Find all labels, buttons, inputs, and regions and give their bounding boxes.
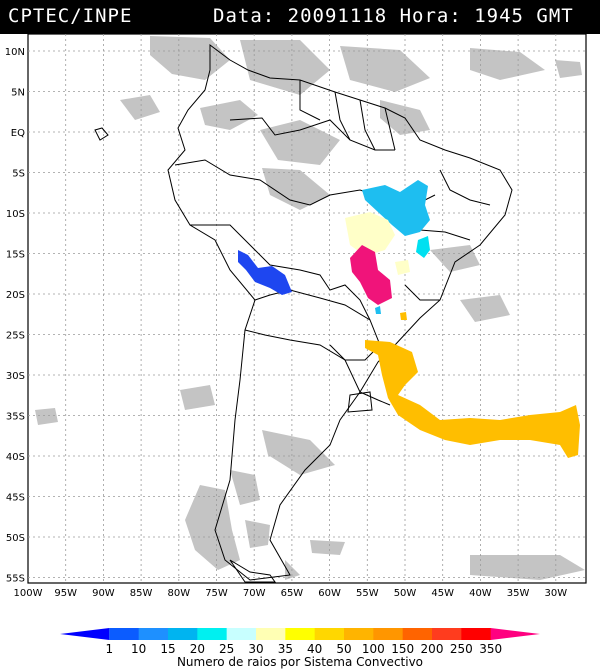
lat-label: 30S	[6, 371, 25, 382]
colorbar-tick-label: 100	[362, 642, 385, 656]
lon-label: 40W	[469, 588, 492, 599]
magenta-system	[350, 245, 392, 305]
lon-label: 60W	[318, 588, 341, 599]
colorbar-tick-label: 15	[160, 642, 175, 656]
colorbar-tick-label: 40	[307, 642, 322, 656]
colorbar-tick-label: 250	[450, 642, 473, 656]
colorbar-tick-label: 20	[190, 642, 205, 656]
lat-label: 10S	[6, 209, 25, 220]
source-title: CPTEC/INPE	[8, 5, 133, 27]
lat-label: 40S	[6, 452, 25, 463]
lon-label: 30W	[544, 588, 567, 599]
colorbar-tick-label: 350	[479, 642, 502, 656]
lon-label: 45W	[431, 588, 454, 599]
lon-label: 50W	[394, 588, 417, 599]
gold-system-small	[400, 312, 407, 320]
colorbar-segment	[197, 628, 228, 640]
cyan-system-east	[416, 236, 430, 258]
colorbar-segment	[226, 628, 257, 640]
colorbar-ticks: 1 10 15 20 25 30 35 40 50 100 150 200 250 350	[106, 642, 503, 656]
colorbar-segment	[461, 628, 492, 640]
colorbar-segment	[168, 628, 198, 640]
lon-label: 90W	[92, 588, 115, 599]
gold-system-south	[365, 340, 580, 458]
colorbar-segment	[109, 628, 140, 640]
colorbar-segment	[373, 628, 404, 640]
latitude-labels: 10N 5N EQ 5S 10S 15S 20S 25S 30S 35S 40S 45S 50S 55S	[5, 47, 25, 585]
lat-label: 5S	[12, 169, 25, 180]
lat-label: 50S	[6, 533, 25, 544]
lon-label: 100W	[14, 588, 43, 599]
title-bar: CPTEC/INPE Data: 20091118 Hora: 1945 GMT	[0, 0, 600, 34]
coordinate-grid	[28, 34, 586, 583]
blue-system-west	[238, 250, 292, 295]
colorbar-segment	[344, 628, 374, 640]
cyan-system-north	[362, 180, 430, 236]
longitude-labels: 100W 95W 90W 85W 80W 75W 70W 65W 60W 55W 50W 45W 40W…	[14, 588, 568, 599]
colorbar-segment	[432, 628, 462, 640]
lat-label: 10N	[5, 47, 25, 58]
colorbar-tick-label: 50	[336, 642, 351, 656]
cream-system-central	[345, 212, 395, 256]
colorbar-segment	[256, 628, 286, 640]
colorbar-segment	[138, 628, 169, 640]
lon-label: 55W	[356, 588, 379, 599]
lon-label: 70W	[243, 588, 266, 599]
lon-label: 35W	[507, 588, 530, 599]
lat-label: 45S	[6, 493, 25, 504]
cream-system-small	[395, 260, 410, 275]
lat-label: 5N	[11, 88, 25, 99]
colorbar-tick-label: 1	[106, 642, 114, 656]
lat-label: 25S	[6, 331, 25, 342]
lon-label: 80W	[167, 588, 190, 599]
colorbar-segment	[285, 628, 316, 640]
colorbar-tick-label: 10	[131, 642, 146, 656]
lon-label: 85W	[130, 588, 153, 599]
colorbar-label: Numero de raios por Sistema Convectivo	[176, 655, 424, 669]
cyan-system-small	[375, 306, 381, 314]
colorbar	[60, 628, 540, 640]
colorbar-tick-label: 150	[391, 642, 414, 656]
colorbar-tick-label: 35	[278, 642, 293, 656]
colorbar-tick-label: 25	[219, 642, 234, 656]
colorbar-segment	[402, 628, 433, 640]
convective-systems	[238, 180, 580, 458]
lon-label: 65W	[281, 588, 304, 599]
colorbar-segment	[314, 628, 345, 640]
lat-label: 55S	[6, 574, 25, 585]
lat-label: 20S	[6, 290, 25, 301]
datetime-title: Data: 20091118 Hora: 1945 GMT	[213, 5, 574, 27]
lat-label: EQ	[11, 128, 25, 139]
lon-label: 75W	[205, 588, 228, 599]
lat-label: 15S	[6, 250, 25, 261]
colorbar-arrow-left	[60, 628, 110, 640]
colorbar-tick-label: 30	[248, 642, 263, 656]
lon-label: 95W	[54, 588, 77, 599]
colorbar-tick-label: 200	[421, 642, 444, 656]
lat-label: 35S	[6, 412, 25, 423]
colorbar-arrow-right	[490, 628, 540, 640]
